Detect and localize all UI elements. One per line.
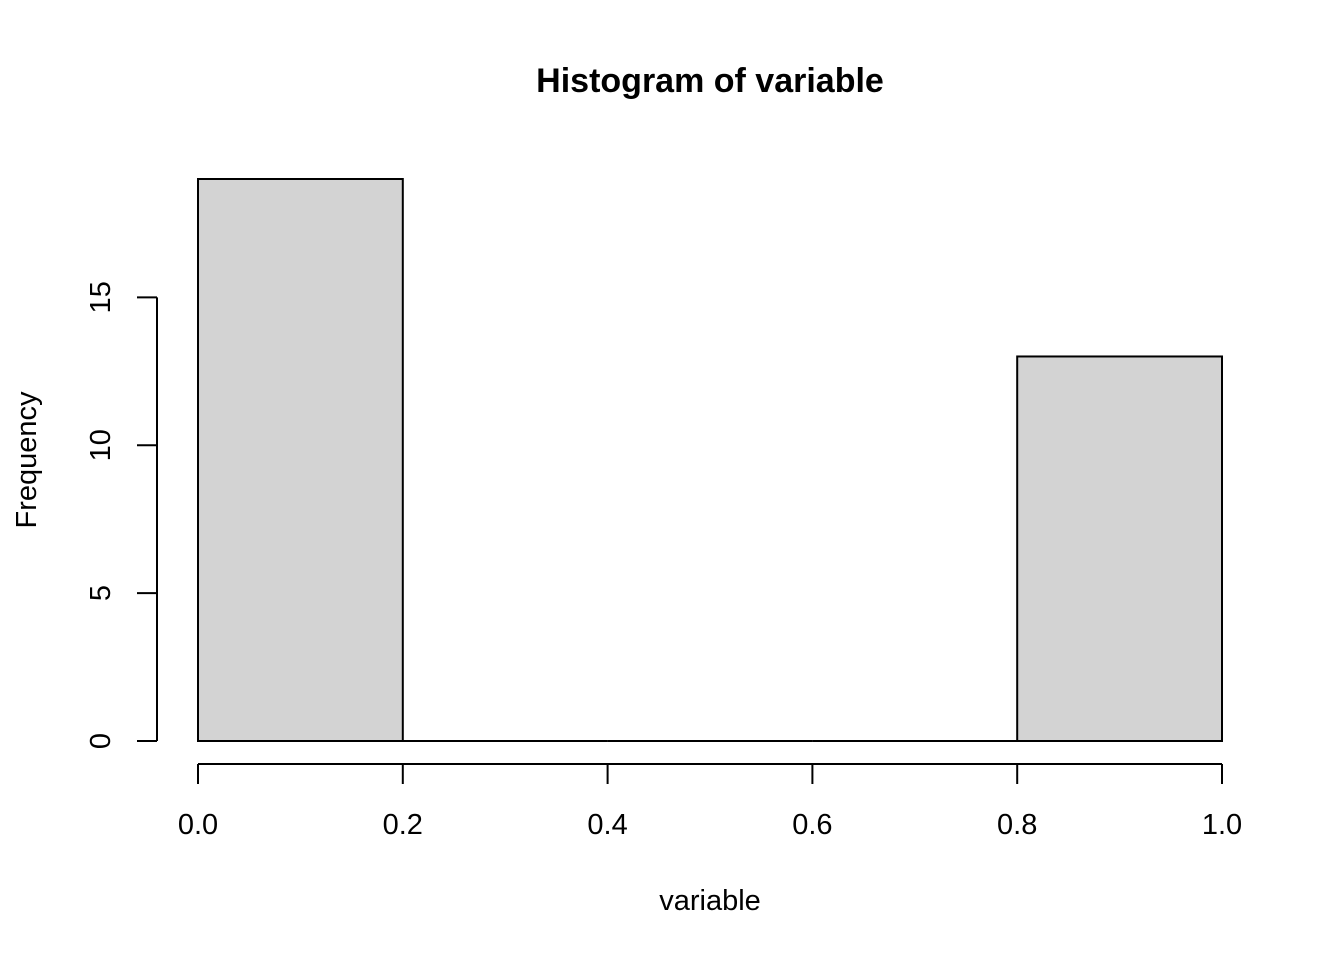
x-tick-label-1: 0.2 [383,809,423,841]
x-tick-label-5: 1.0 [1202,809,1242,841]
y-axis-label: Frequency [11,391,43,529]
histogram-bar-4 [1016,355,1224,742]
chart-title: Histogram of variable [536,62,884,100]
y-tick-label-3: 15 [85,281,117,313]
x-tick-label-2: 0.4 [587,809,627,841]
x-tick-label-0: 0.0 [178,809,218,841]
x-axis-label: variable [659,885,761,917]
x-axis: 0.0 0.2 0.4 0.6 0.8 1.0 [178,763,1242,841]
x-tick-label-4: 0.8 [997,809,1037,841]
bars-group [197,178,1224,742]
y-tick-label-2: 10 [85,429,117,461]
y-tick-label-1: 5 [85,585,117,601]
x-tick-label-3: 0.6 [792,809,832,841]
y-tick-label-0: 0 [85,733,117,749]
histogram-bar-0 [197,178,404,742]
y-axis: 0 5 10 15 [85,281,158,749]
